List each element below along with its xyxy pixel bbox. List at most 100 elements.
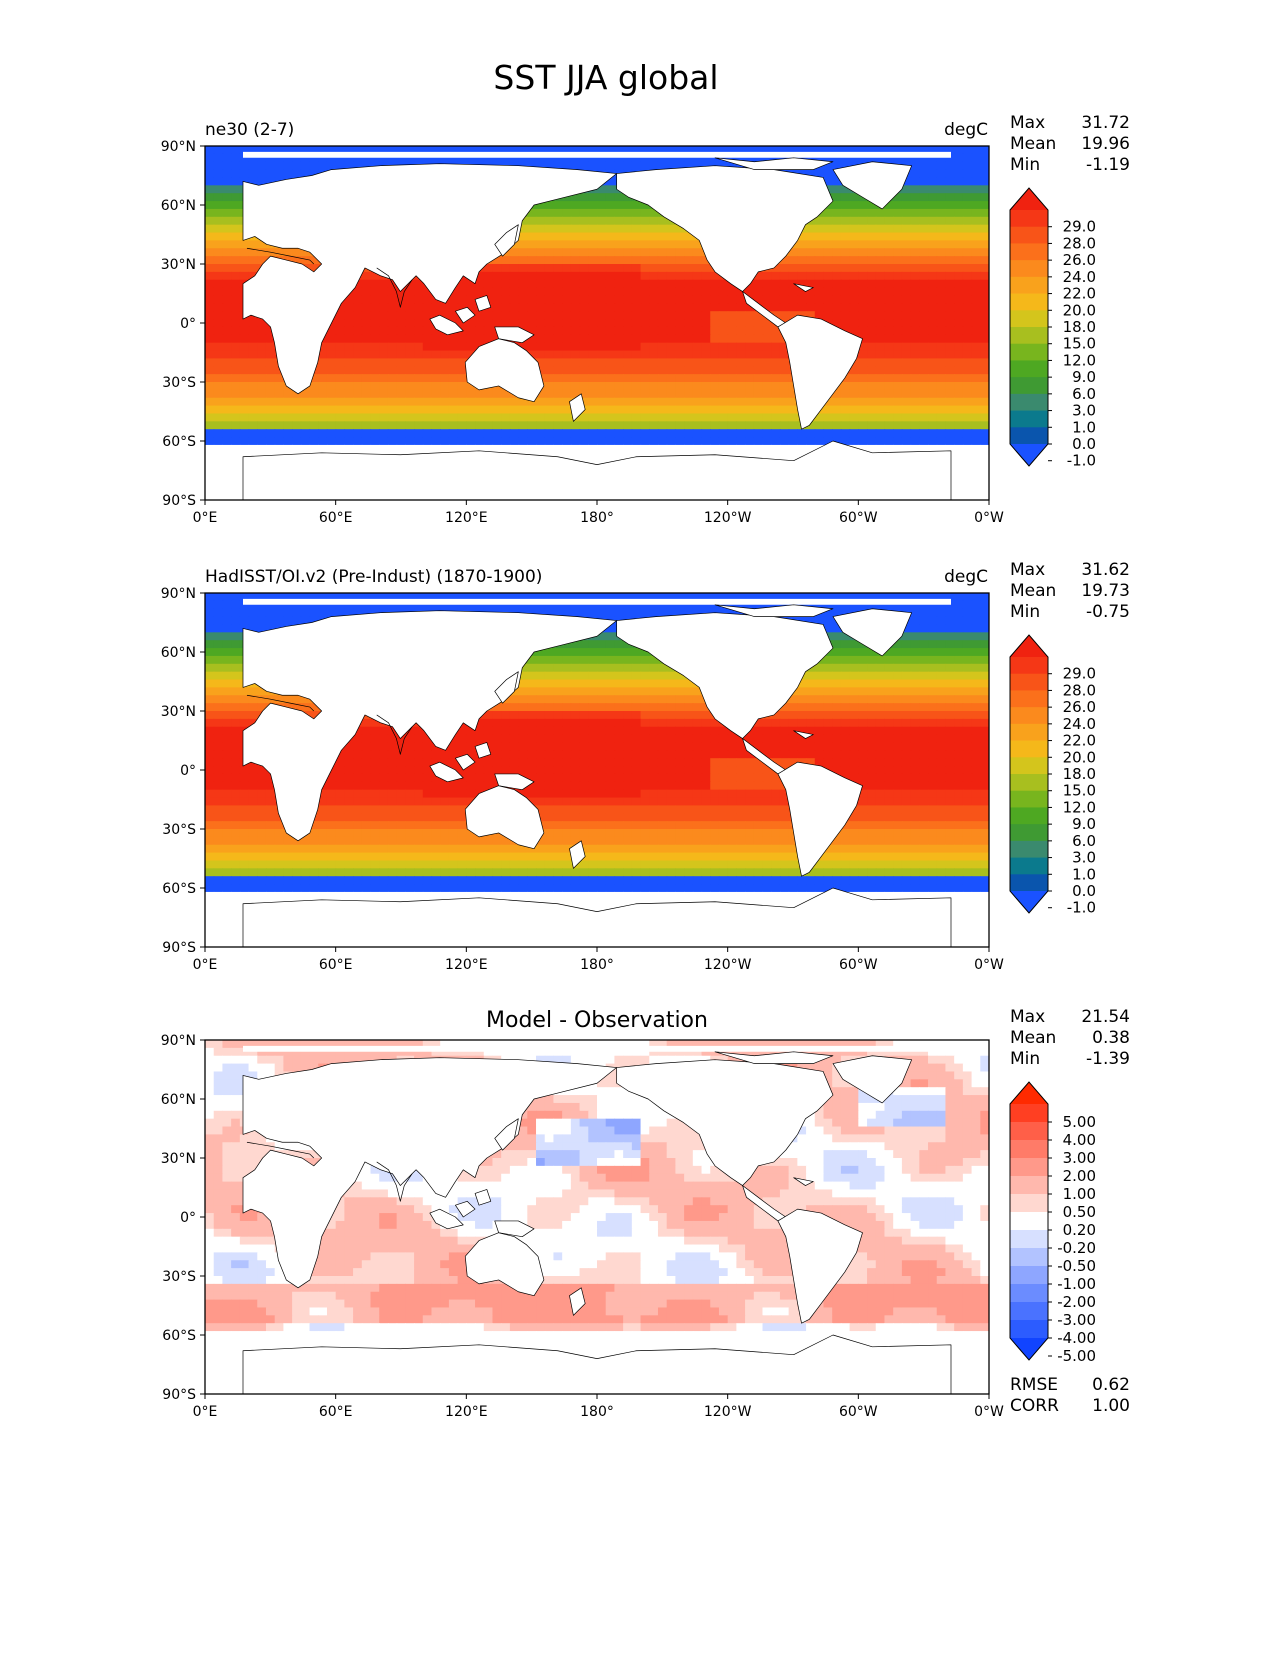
colorbar-segment	[1010, 1266, 1048, 1284]
lon-tick-label: 0°W	[974, 957, 1004, 973]
lon-tick-label: 0°E	[193, 957, 218, 973]
colorbar-segment	[1010, 327, 1048, 344]
colorbar-segment	[1010, 1176, 1048, 1194]
colorbar-tick-label: 12.0	[1063, 351, 1096, 369]
colorbar-tick-label: 0.0	[1072, 435, 1096, 453]
panel-3-metrics: RMSE 0.62 CORR 1.00	[1010, 1375, 1130, 1416]
colorbar-tick-label: -1.0	[1067, 899, 1096, 917]
colorbar-tick-label: -2.00	[1057, 1293, 1096, 1311]
colorbar-tick-label: 3.0	[1072, 402, 1096, 420]
panel-1-min-value: -1.19	[1086, 155, 1130, 175]
lat-tick-label: 60°S	[162, 1328, 196, 1344]
colorbar-segment	[1010, 774, 1048, 791]
colorbar-extend-max	[1010, 635, 1048, 657]
colorbar-segment	[1010, 674, 1048, 691]
colorbar-segment	[1010, 1212, 1048, 1230]
colorbar-segment	[1010, 227, 1048, 244]
lat-tick-label: 30°S	[162, 375, 196, 391]
colorbar-tick-label: -1.0	[1067, 452, 1096, 470]
colorbar-segment	[1010, 377, 1048, 394]
lon-tick-label: 0°E	[193, 510, 218, 526]
colorbar-tick-label: 1.0	[1072, 865, 1096, 883]
colorbar-segment	[1010, 210, 1048, 227]
colorbar-segment	[1010, 807, 1048, 824]
colorbar-tick-label: 5.00	[1063, 1113, 1096, 1131]
colorbar-segment	[1010, 1122, 1048, 1140]
colorbar-extend-max	[1010, 188, 1048, 210]
lat-tick-label: 0°	[180, 316, 196, 332]
colorbar-tick-label: 1.00	[1063, 1185, 1096, 1203]
panel-2-colorbar: 29.028.026.024.022.020.018.015.012.09.06…	[1010, 635, 1096, 917]
colorbar-segment	[1010, 841, 1048, 858]
colorbar-segment	[1010, 394, 1048, 411]
figure-title: SST JJA global	[493, 58, 718, 97]
panel-3-stats: Max 21.54 Mean 0.38 Min -1.39	[1010, 1007, 1130, 1069]
panel-1-mean-label: Mean	[1010, 134, 1056, 154]
colorbar-tick-label: 0.50	[1063, 1203, 1096, 1221]
rmse-value: 0.62	[1092, 1375, 1130, 1395]
panel-2-stats: Max 31.62 Mean 19.73 Min -0.75	[1010, 560, 1130, 622]
colorbar-tick-label: -3.00	[1057, 1311, 1096, 1329]
colorbar-tick-label: 22.0	[1063, 732, 1096, 750]
panel-2-title-left: HadISST/OI.v2 (Pre-Indust) (1870-1900)	[205, 567, 542, 587]
colorbar-tick-label: 24.0	[1063, 715, 1096, 733]
lat-tick-label: 60°N	[161, 1092, 196, 1108]
panel-2-max-value: 31.62	[1081, 560, 1130, 580]
colorbar-segment	[1010, 707, 1048, 724]
lat-tick-label: 0°	[180, 763, 196, 779]
colorbar-segment	[1010, 690, 1048, 707]
colorbar-tick-label: 4.00	[1063, 1131, 1096, 1149]
lon-tick-label: 180°	[580, 1404, 614, 1420]
colorbar-tick-label: -1.00	[1057, 1275, 1096, 1293]
colorbar-segment	[1010, 1248, 1048, 1266]
lon-tick-label: 60°E	[319, 957, 353, 973]
colorbar-tick-label: 2.00	[1063, 1167, 1096, 1185]
lon-tick-label: 120°E	[445, 957, 488, 973]
colorbar-tick-label: -5.00	[1057, 1347, 1096, 1365]
panel-3-min-label: Min	[1010, 1049, 1040, 1069]
lon-tick-label: 60°W	[839, 957, 878, 973]
colorbar-segment	[1010, 657, 1048, 674]
lat-tick-label: 90°S	[162, 1387, 196, 1403]
colorbar-tick-label: 26.0	[1063, 698, 1096, 716]
panel-1: ne30 (2-7) degC Max 31.72 Mean 19.96 Min…	[161, 113, 1130, 526]
colorbar-segment	[1010, 874, 1048, 891]
colorbar-segment	[1010, 741, 1048, 758]
lat-tick-label: 30°N	[161, 1151, 196, 1167]
lat-tick-label: 30°N	[161, 704, 196, 720]
colorbar-tick-label: 9.0	[1072, 368, 1096, 386]
colorbar-segment	[1010, 360, 1048, 377]
colorbar-tick-label: 6.0	[1072, 385, 1096, 403]
lat-tick-label: 90°S	[162, 493, 196, 509]
colorbar-segment	[1010, 310, 1048, 327]
colorbar-tick-label: 28.0	[1063, 681, 1096, 699]
lon-tick-label: 120°W	[704, 957, 752, 973]
lat-tick-label: 30°N	[161, 257, 196, 273]
colorbar-tick-label: 18.0	[1063, 765, 1096, 783]
lat-tick-label: 30°S	[162, 822, 196, 838]
panel-1-max-value: 31.72	[1081, 113, 1130, 133]
lon-tick-label: 180°	[580, 510, 614, 526]
colorbar-extend-min	[1010, 1338, 1048, 1360]
lat-tick-label: 90°N	[161, 1033, 196, 1049]
colorbar-tick-label: 15.0	[1063, 335, 1096, 353]
colorbar-segment	[1010, 1104, 1048, 1122]
panel-3-mean-value: 0.38	[1092, 1028, 1130, 1048]
colorbar-tick-label: 12.0	[1063, 798, 1096, 816]
colorbar-tick-label: 3.00	[1063, 1149, 1096, 1167]
lat-tick-label: 60°N	[161, 198, 196, 214]
colorbar-tick-label: 26.0	[1063, 251, 1096, 269]
colorbar-extend-max	[1010, 1082, 1048, 1104]
lon-tick-label: 0°E	[193, 1404, 218, 1420]
panel-3: Model - Observation Max 21.54 Mean 0.38 …	[161, 1007, 1130, 1420]
lon-tick-label: 120°W	[704, 510, 752, 526]
colorbar-tick-label: -0.50	[1057, 1257, 1096, 1275]
panel-1-stats: Max 31.72 Mean 19.96 Min -1.19	[1010, 113, 1130, 175]
lon-tick-label: 0°W	[974, 510, 1004, 526]
panel-3-colorbar: 5.004.003.002.001.000.500.20-0.20-0.50-1…	[1010, 1082, 1096, 1365]
colorbar-segment	[1010, 411, 1048, 428]
panel-2-min-label: Min	[1010, 602, 1040, 622]
colorbar-segment	[1010, 791, 1048, 808]
